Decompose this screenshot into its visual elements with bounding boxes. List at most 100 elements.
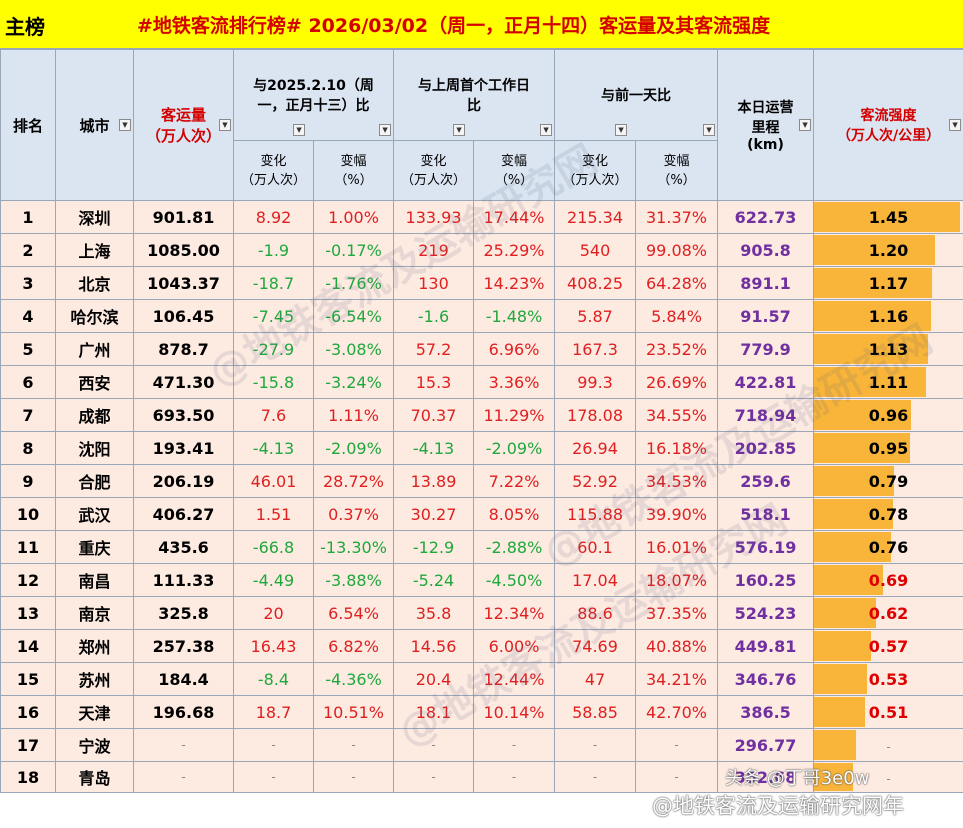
table-row: 1 深圳 901.81 8.92 1.00% 133.93 17.44% 215.34 31.3… — [0, 200, 963, 234]
intensity-cell: 0.76 — [813, 530, 963, 564]
day-pct-cell: 31.37% — [635, 200, 719, 234]
filter-dropdown-icon[interactable]: ▼ — [219, 119, 231, 131]
rank-cell: 10 — [0, 497, 56, 531]
week-pct-cell: -4.50% — [473, 563, 556, 597]
day-pct-cell: 40.88% — [635, 629, 719, 663]
yoy-pct-cell: -3.08% — [312, 332, 395, 366]
intensity-bar — [814, 334, 929, 364]
intensity-cell: 0.62 — [813, 596, 963, 630]
header-mileage: 本日运营 里程 (km) ▼ — [717, 49, 815, 201]
intensity-value: 0.51 — [868, 702, 909, 722]
week-pct-cell: 17.44% — [473, 200, 556, 234]
day-change-cell: 52.92 — [554, 464, 637, 498]
week-pct-cell: 3.36% — [473, 365, 556, 399]
yoy-pct-cell: -1.76% — [312, 266, 395, 300]
day-pct-cell: 39.90% — [635, 497, 719, 531]
city-cell: 青岛 — [55, 761, 134, 793]
yoy-pct-cell: 6.54% — [312, 596, 395, 630]
city-cell: 重庆 — [55, 530, 134, 564]
volume-cell: 406.27 — [133, 497, 234, 531]
mileage-cell: 891.1 — [717, 266, 815, 300]
city-cell: 郑州 — [55, 629, 134, 663]
rank-cell: 3 — [0, 266, 56, 300]
subheader-day-change: 变化 （万人次） — [554, 140, 637, 201]
table-row: 18 青岛 - - - - - - -352.68- — [0, 761, 963, 793]
city-cell: 沈阳 — [55, 431, 134, 465]
intensity-cell: 1.13 — [813, 332, 963, 366]
intensity-value: 1.17 — [868, 273, 909, 293]
week-change-cell: 14.56 — [393, 629, 475, 663]
volume-cell: 111.33 — [133, 563, 234, 597]
city-cell: 哈尔滨 — [55, 299, 134, 333]
day-change-cell: 115.88 — [554, 497, 637, 531]
day-pct-cell: 34.53% — [635, 464, 719, 498]
day-pct-cell: - — [635, 728, 719, 762]
intensity-value: - — [886, 771, 891, 786]
header-volume: 客运量 （万人次） ▼ — [133, 49, 234, 201]
header-city: 城市 ▼ — [55, 49, 134, 201]
yoy-change-cell: - — [233, 761, 314, 793]
filter-dropdown-icon[interactable]: ▼ — [799, 119, 812, 131]
filter-dropdown-icon[interactable]: ▼ — [379, 124, 392, 136]
yoy-pct-cell: 6.82% — [312, 629, 395, 663]
yoy-pct-cell: - — [312, 761, 395, 793]
table-row: 8 沈阳 193.41 -4.13 -2.09% -4.13 -2.09% 26.94 16.1… — [0, 431, 963, 465]
day-change-cell: 215.34 — [554, 200, 637, 234]
intensity-value: 0.62 — [868, 603, 909, 623]
table-row: 12 南昌 111.33 -4.49 -3.88% -5.24 -4.50% 17.04 18.… — [0, 563, 963, 597]
mileage-cell: 202.85 — [717, 431, 815, 465]
main-list-label: 主榜 — [5, 15, 45, 39]
city-cell: 天津 — [55, 695, 134, 729]
title-bar: 主榜 #地铁客流排行榜# 2026/03/02（周一，正月十四）客运量及其客流强… — [0, 0, 963, 49]
intensity-bar — [814, 631, 872, 661]
filter-dropdown-icon[interactable]: ▼ — [293, 124, 306, 136]
table-row: 6 西安 471.30 -15.8 -3.24% 15.3 3.36% 99.3 26.69% 4… — [0, 365, 963, 399]
volume-cell: 878.7 — [133, 332, 234, 366]
week-change-cell: 13.89 — [393, 464, 475, 498]
day-change-cell: 74.69 — [554, 629, 637, 663]
day-change-cell: 17.04 — [554, 563, 637, 597]
table-row: 11 重庆 435.6 -66.8 -13.30% -12.9 -2.88% 60.1 16.0… — [0, 530, 963, 564]
day-change-cell: 60.1 — [554, 530, 637, 564]
intensity-bar — [814, 301, 932, 331]
filter-dropdown-icon[interactable]: ▼ — [615, 124, 628, 136]
filter-dropdown-icon[interactable]: ▼ — [453, 124, 466, 136]
week-change-cell: -4.13 — [393, 431, 475, 465]
city-cell: 南京 — [55, 596, 134, 630]
intensity-cell: 1.20 — [813, 233, 963, 267]
subheader-day-pct: 变幅 （%） — [635, 140, 719, 201]
header-rank: 排名 — [0, 49, 56, 201]
week-change-cell: - — [393, 728, 475, 762]
day-change-cell: 99.3 — [554, 365, 637, 399]
volume-cell: 1043.37 — [133, 266, 234, 300]
filter-dropdown-icon[interactable]: ▼ — [949, 119, 962, 131]
mileage-cell: 449.81 — [717, 629, 815, 663]
intensity-bar — [814, 235, 936, 265]
week-pct-cell: 6.00% — [473, 629, 556, 663]
mileage-cell: 91.57 — [717, 299, 815, 333]
day-pct-cell: 16.01% — [635, 530, 719, 564]
intensity-cell: 1.11 — [813, 365, 963, 399]
intensity-value: 0.57 — [868, 636, 909, 656]
yoy-change-cell: -8.4 — [233, 662, 314, 696]
volume-cell: 693.50 — [133, 398, 234, 432]
filter-dropdown-icon[interactable]: ▼ — [119, 119, 131, 131]
week-change-cell: 15.3 — [393, 365, 475, 399]
week-pct-cell: -1.48% — [473, 299, 556, 333]
filter-dropdown-icon[interactable]: ▼ — [540, 124, 553, 136]
yoy-pct-cell: -3.24% — [312, 365, 395, 399]
intensity-cell: 0.79 — [813, 464, 963, 498]
day-pct-cell: 34.21% — [635, 662, 719, 696]
intensity-bar — [814, 730, 857, 760]
rank-cell: 9 — [0, 464, 56, 498]
mileage-cell: 160.25 — [717, 563, 815, 597]
mileage-cell: 576.19 — [717, 530, 815, 564]
mileage-cell: 905.8 — [717, 233, 815, 267]
table-row: 9 合肥 206.19 46.01 28.72% 13.89 7.22% 52.92 34.53… — [0, 464, 963, 498]
intensity-bar — [814, 433, 911, 463]
intensity-cell: 0.53 — [813, 662, 963, 696]
week-pct-cell: - — [473, 728, 556, 762]
city-cell: 北京 — [55, 266, 134, 300]
filter-dropdown-icon[interactable]: ▼ — [703, 124, 716, 136]
ranking-table: 排名 城市 ▼ 客运量 （万人次） ▼ 与2025.2.10（周 一，正月十三）… — [0, 49, 963, 793]
